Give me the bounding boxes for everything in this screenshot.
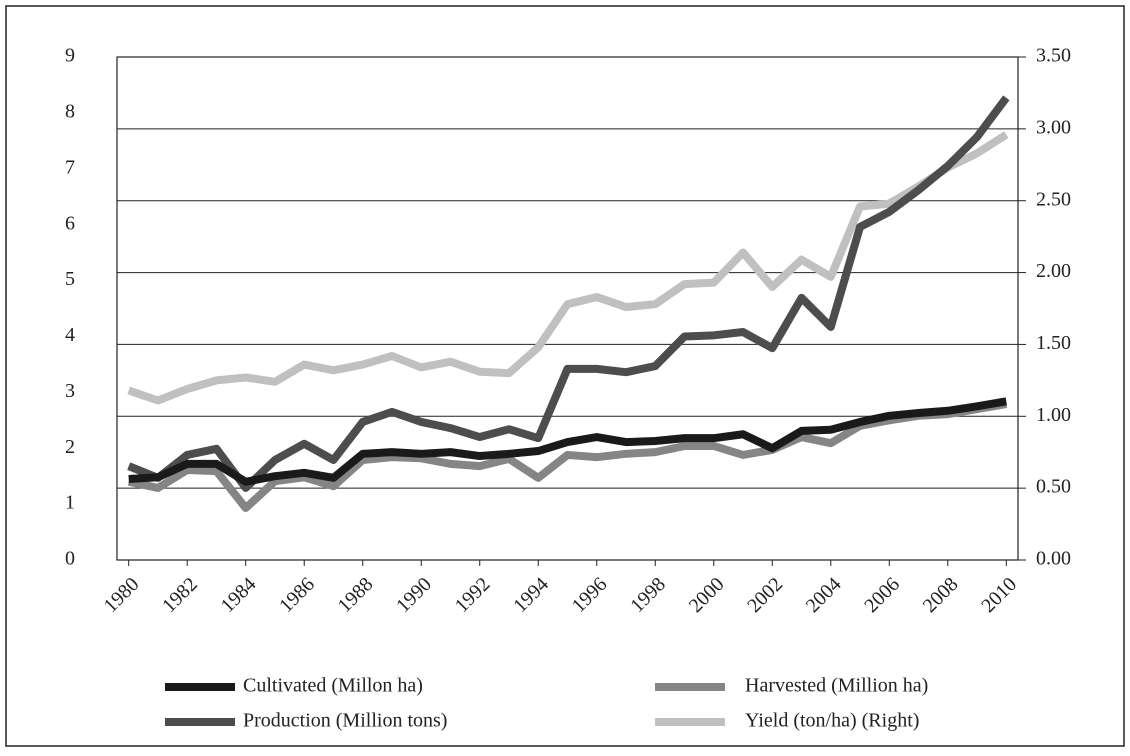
x-tick-label: 2000 xyxy=(685,573,729,617)
x-tick-label: 1996 xyxy=(568,573,612,617)
y2-tick-label: 0.50 xyxy=(1036,476,1071,498)
series-line xyxy=(128,397,1007,486)
x-tick-label: 1998 xyxy=(626,573,670,617)
y-tick-label: 3 xyxy=(65,380,75,402)
y2-tick-label: 2.00 xyxy=(1036,260,1071,282)
legend-label: Harvested (Million ha) xyxy=(745,675,928,697)
x-tick-label: 1986 xyxy=(275,573,319,617)
y-tick-label: 6 xyxy=(65,212,75,234)
legend-label: Yield (ton/ha) (Right) xyxy=(745,710,919,732)
y2-tick-label: 3.50 xyxy=(1036,45,1071,67)
series-line xyxy=(127,95,1010,492)
x-tick-label: 1990 xyxy=(392,573,436,617)
y2-tick-label: 3.00 xyxy=(1036,116,1071,138)
x-tick-label: 2004 xyxy=(802,573,846,617)
y2-tick-label: 1.00 xyxy=(1036,404,1071,426)
y-tick-label: 0 xyxy=(65,548,75,570)
x-tick-label: 2002 xyxy=(743,573,787,617)
x-tick-label: 2006 xyxy=(860,573,904,617)
y-tick-label: 5 xyxy=(65,268,75,290)
y-tick-label: 1 xyxy=(65,492,75,514)
x-tick-label: 1980 xyxy=(100,573,144,617)
x-tick-label: 2008 xyxy=(919,573,963,617)
series-line xyxy=(127,131,1009,405)
y2-tick-label: 2.50 xyxy=(1036,188,1071,210)
legend-label: Production (Million tons) xyxy=(243,710,447,732)
x-tick-label: 1984 xyxy=(217,573,261,617)
y2-tick-label: 0.00 xyxy=(1036,548,1071,570)
x-tick-label: 1992 xyxy=(451,573,495,617)
y-tick-label: 8 xyxy=(65,100,75,122)
y-tick-label: 9 xyxy=(65,45,75,67)
x-tick-label: 2010 xyxy=(977,573,1021,617)
y2-tick-label: 1.50 xyxy=(1036,332,1071,354)
y-tick-label: 4 xyxy=(65,324,75,346)
y-tick-label: 7 xyxy=(65,156,75,178)
x-tick-label: 1982 xyxy=(158,573,202,617)
x-tick-label: 1988 xyxy=(334,573,378,617)
frame xyxy=(5,5,1125,747)
legend-label: Cultivated (Millon ha) xyxy=(243,675,423,697)
y-tick-label: 2 xyxy=(65,436,75,458)
x-tick-label: 1994 xyxy=(509,573,553,617)
